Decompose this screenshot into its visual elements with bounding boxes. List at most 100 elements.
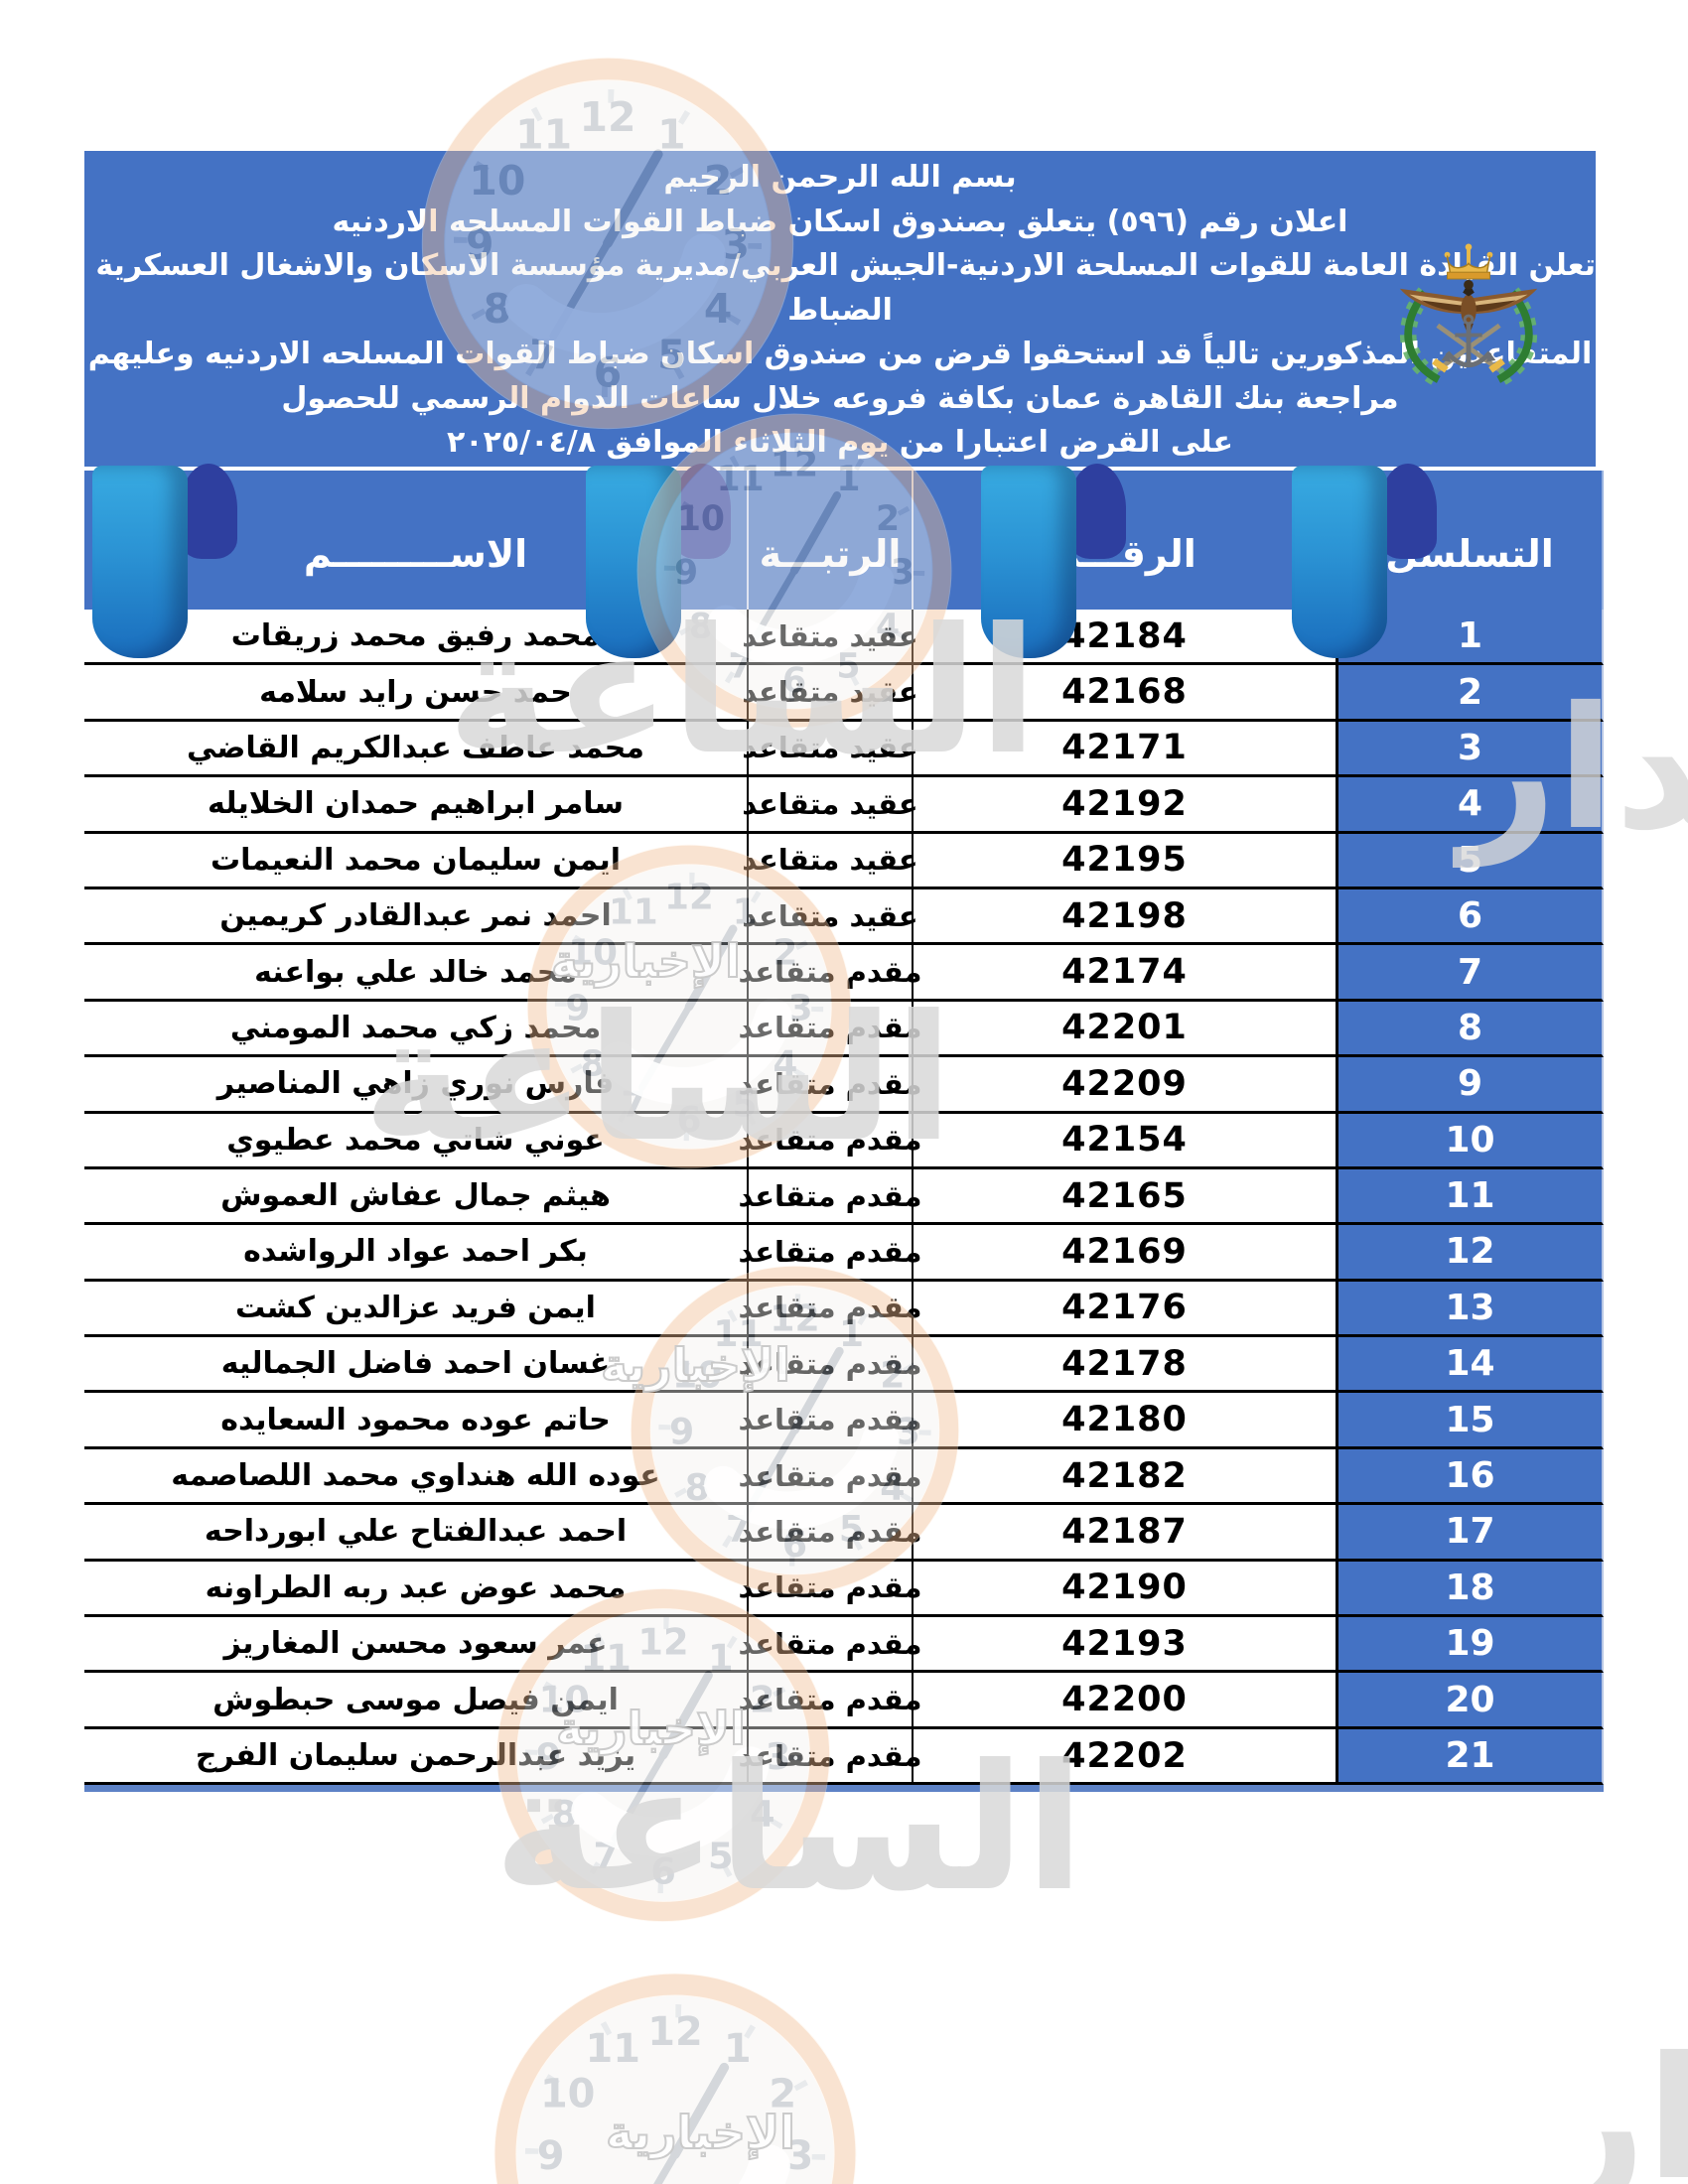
- number-cell: 42200: [912, 1673, 1336, 1729]
- table-row: 18 42190 مقدم متقاعد محمد عوض عبد ربه الطرا…: [84, 1561, 1604, 1618]
- name-cell: محمد خالد علي بواعنه: [84, 945, 747, 1002]
- name-cell: غسان احمد فاضل الجماليه: [84, 1337, 747, 1394]
- serial-cell: 16: [1336, 1448, 1604, 1506]
- serial-cell: 15: [1336, 1393, 1604, 1449]
- serial-cell: 14: [1336, 1337, 1604, 1394]
- rank-cell: عقيد متقاعد: [742, 833, 918, 889]
- number-cell: 42171: [912, 721, 1336, 778]
- rank-cell: مقدم متقاعد: [738, 1448, 922, 1506]
- alarm-clock-watermark-icon: [487, 1966, 864, 2184]
- rank-cell: مقدم متقاعد: [738, 1617, 922, 1674]
- serial-cell: 20: [1336, 1673, 1604, 1729]
- table-row: 17 42187 مقدم متقاعد احمد عبدالفتاح علي ابو…: [84, 1505, 1604, 1562]
- serial-cell: 17: [1336, 1505, 1604, 1562]
- number-cell: 42180: [912, 1393, 1336, 1449]
- column-header-name: الاســـــــــم: [303, 532, 528, 576]
- name-cell: ايمن فيصل موسى حبطوش: [84, 1673, 747, 1729]
- name-cell: حاتم عوده محمود السعايده: [84, 1393, 747, 1449]
- rank-cell: مقدم متقاعد: [738, 1001, 922, 1058]
- table-row: 19 42193 مقدم متقاعد عمر سعود محسن المغاريز: [84, 1617, 1604, 1674]
- table-row: 20 42200 مقدم متقاعد ايمن فيصل موسى حبطوش: [84, 1673, 1604, 1729]
- number-cell: 42154: [912, 1113, 1336, 1169]
- name-cell: محمد عوض عبد ربه الطراونه: [84, 1562, 747, 1618]
- serial-cell: 6: [1336, 888, 1604, 946]
- name-cell: محمد زكي محمد المومني: [84, 1002, 747, 1058]
- name-cell: احمد عبدالفتاح علي ابورداحه: [84, 1505, 747, 1562]
- name-cell: احمد نمر عبدالقادر كريمين: [84, 889, 747, 946]
- name-cell: عمر سعود محسن المغاريز: [84, 1617, 747, 1674]
- serial-cell: 8: [1336, 1001, 1604, 1058]
- number-cell: 42193: [912, 1617, 1336, 1674]
- rank-cell: مقدم متقاعد: [738, 1393, 922, 1449]
- serial-cell: 5: [1336, 833, 1604, 889]
- serial-cell: 19: [1336, 1617, 1604, 1674]
- serial-cell: 21: [1336, 1728, 1604, 1786]
- number-cell: 42195: [912, 833, 1336, 889]
- number-cell: 42178: [912, 1337, 1336, 1394]
- effective-date-line: على القرض اعتبارا من يوم الثلاثاء المواف…: [446, 425, 1234, 460]
- table-row: 15 42180 مقدم متقاعد حاتم عوده محمود السعاي…: [84, 1393, 1604, 1449]
- rank-cell: مقدم متقاعد: [738, 1168, 922, 1226]
- rank-cell: عقيد متقاعد: [742, 665, 918, 722]
- serial-cell: 3: [1336, 721, 1604, 778]
- retirees-line: المتقاعدين المذكورين تالياً قد استحقوا ق…: [87, 337, 1593, 371]
- announcement-title-line: اعلان رقم (٥٩٦) يتعلق بصندوق اسكان ضباط …: [332, 204, 1348, 239]
- table-row: 3 42171 عقيد متقاعد محمد عاطف عبدالكريم الق…: [84, 721, 1604, 778]
- number-cell: 42182: [912, 1448, 1336, 1506]
- column-header-rank: الرتبـــة: [747, 471, 912, 610]
- name-cell: عوني شاتي محمد عطيوي: [84, 1114, 747, 1169]
- number-cell: 42192: [912, 777, 1336, 834]
- table-row: 8 42201 مقدم متقاعد محمد زكي محمد المومني: [84, 1001, 1604, 1058]
- number-cell: 42174: [912, 945, 1336, 1002]
- table-row: 12 42169 مقدم متقاعد بكر احمد عواد الرواشده: [84, 1225, 1604, 1282]
- number-cell: 42187: [912, 1505, 1336, 1562]
- number-cell: 42198: [912, 888, 1336, 946]
- watermark-madar-text: مدار: [1549, 2021, 1688, 2184]
- number-cell: 42201: [912, 1001, 1336, 1058]
- name-cell: هيثم جمال عفاش العموش: [84, 1169, 747, 1226]
- name-cell: يزيد عبدالرحمن سليمان الفرج: [84, 1729, 747, 1786]
- serial-cell: 11: [1336, 1168, 1604, 1226]
- number-cell: 42169: [912, 1225, 1336, 1282]
- jordanian-armed-forces-emblem-icon: [1399, 243, 1538, 387]
- number-cell: 42165: [912, 1168, 1336, 1226]
- table-body: 1 42184 عقيد متقاعد محمد رفيق محمد زريقات 2 4…: [84, 610, 1604, 1786]
- column-header-number: الرقـــم: [912, 471, 1336, 610]
- table-row: 1 42184 عقيد متقاعد محمد رفيق محمد زريقات: [84, 610, 1604, 666]
- serial-cell: 13: [1336, 1281, 1604, 1338]
- serial-cell: 1: [1336, 610, 1604, 666]
- rank-cell: عقيد متقاعد: [742, 610, 918, 666]
- loan-recipients-table: التسلسل الرقـــم الرتبـــة الاســـــــــ…: [84, 464, 1604, 1793]
- table-row: 9 42209 مقدم متقاعد فارس نوري زاهي المناصير: [84, 1057, 1604, 1114]
- rank-cell: مقدم متقاعد: [738, 1057, 922, 1114]
- table-row: 6 42198 عقيد متقاعد احمد نمر عبدالقادر كريم…: [84, 888, 1604, 946]
- rank-cell: مقدم متقاعد: [738, 1113, 922, 1169]
- rank-cell: مقدم متقاعد: [738, 1728, 922, 1786]
- rank-cell: عقيد متقاعد: [742, 888, 918, 946]
- name-cell: سامر ابراهيم حمدان الخلايله: [84, 777, 747, 834]
- name-cell: حمد حسن رايد سلامه: [84, 665, 747, 722]
- rank-cell: مقدم متقاعد: [738, 1337, 922, 1394]
- issuer-line: تعلن القيادة العامة للقوات المسلحة الارد…: [37, 248, 1596, 283]
- name-cell: فارس نوري زاهي المناصير: [84, 1057, 747, 1114]
- table-row: 11 42165 مقدم متقاعد هيثم جمال عفاش العموش: [84, 1168, 1604, 1226]
- rank-cell: مقدم متقاعد: [738, 1225, 922, 1282]
- name-cell: محمد عاطف عبدالكريم القاضي: [84, 722, 747, 778]
- number-cell: 42176: [912, 1281, 1336, 1338]
- number-cell: 42202: [912, 1728, 1336, 1786]
- rank-cell: مقدم متقاعد: [738, 945, 922, 1002]
- table-row: 16 42182 مقدم متقاعد عوده الله هنداوي محمد …: [84, 1448, 1604, 1506]
- table-row: 2 42168 عقيد متقاعد حمد حسن رايد سلامه: [84, 665, 1604, 722]
- table-row: 7 42174 مقدم متقاعد محمد خالد علي بواعنه: [84, 945, 1604, 1002]
- serial-cell: 18: [1336, 1561, 1604, 1618]
- rank-cell: مقدم متقاعد: [738, 1505, 922, 1562]
- number-cell: 42190: [912, 1561, 1336, 1618]
- table-row: 4 42192 عقيد متقاعد سامر ابراهيم حمدان الخل…: [84, 777, 1604, 834]
- bank-instructions-line: مراجعة بنك القاهرة عمان بكافة فروعه خلال…: [281, 380, 1399, 416]
- serial-cell: 10: [1336, 1113, 1604, 1169]
- serial-cell: 12: [1336, 1225, 1604, 1282]
- table-row: 10 42154 مقدم متقاعد عوني شاتي محمد عطيوي: [84, 1113, 1604, 1169]
- table-row: 5 42195 عقيد متقاعد ايمن سليمان محمد النعيم…: [84, 833, 1604, 889]
- serial-cell: 2: [1336, 665, 1604, 722]
